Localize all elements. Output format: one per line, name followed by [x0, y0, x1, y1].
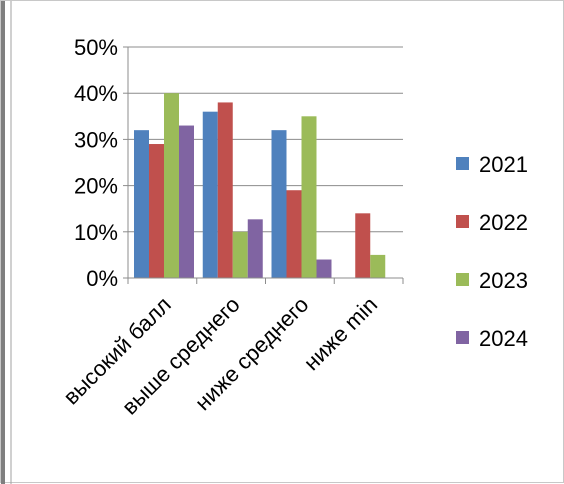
y-tick-label: 30%	[74, 127, 118, 152]
bar-2023-1	[232, 231, 248, 278]
y-tick-labels: 0% 10% 20% 30% 40% 50%	[74, 35, 118, 291]
legend-swatch-2022	[456, 215, 469, 228]
bar-2022-0	[149, 144, 164, 278]
bar-2023-0	[164, 93, 179, 278]
legend-swatch-2024	[456, 331, 469, 344]
bar-2022-3	[355, 213, 371, 278]
bar-2024-1	[247, 219, 263, 278]
y-tick-label: 0%	[86, 266, 118, 291]
legend-label-2021: 2021	[479, 152, 528, 177]
y-tick-label: 20%	[74, 174, 118, 199]
bars	[134, 93, 386, 279]
bar-2021-2	[271, 130, 287, 278]
legend-label-2024: 2024	[479, 326, 528, 351]
bar-2024-0	[179, 125, 194, 278]
bar-2021-1	[202, 111, 218, 279]
bar-2023-3	[370, 254, 386, 278]
y-tick-label: 40%	[74, 81, 118, 106]
bar-2023-2	[301, 116, 317, 278]
left-edge-strip	[1, 1, 5, 484]
axes	[123, 46, 404, 284]
category-label: выше среднего	[117, 292, 245, 420]
category-label: ниже min	[299, 292, 382, 375]
y-tick-label: 50%	[74, 35, 118, 60]
y-tick-label: 10%	[74, 220, 118, 245]
legend-label-2022: 2022	[479, 210, 528, 235]
bar-2024-2	[316, 259, 332, 278]
legend-swatch-2021	[456, 157, 469, 170]
bar-2022-1	[217, 102, 233, 278]
bar-2022-2	[286, 190, 302, 278]
bar-2021-0	[134, 130, 149, 278]
legend-swatch-2023	[456, 273, 469, 286]
legend-label-2023: 2023	[479, 268, 528, 293]
legend: 2021 2022 2023 2024	[456, 152, 528, 351]
